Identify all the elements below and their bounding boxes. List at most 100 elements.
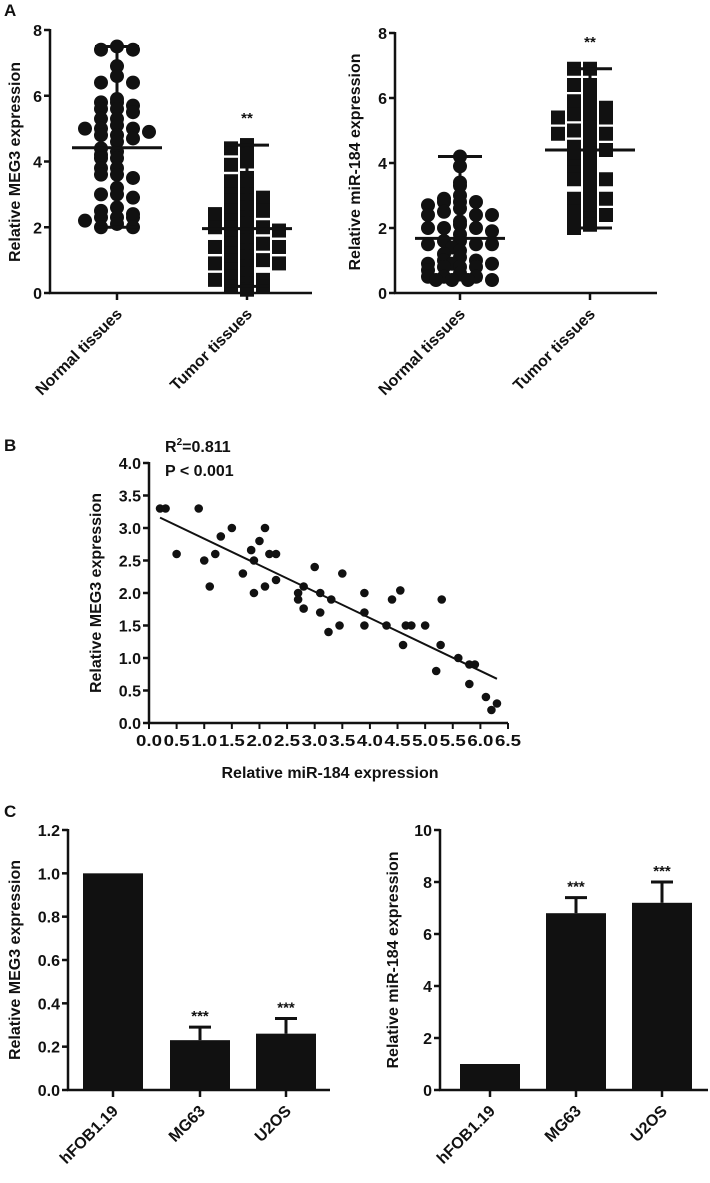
data-point [429,273,443,287]
y-tick-label: 0.0 [38,1083,60,1100]
y-tick-label: 4 [423,979,432,996]
data-point [567,123,581,138]
data-point [421,198,435,213]
data-point [485,224,499,239]
data-point [293,595,303,604]
data-point [437,221,451,235]
y-tick-label: 6 [423,927,432,944]
data-point [599,110,613,125]
data-point [485,273,499,287]
data-point [126,75,140,90]
panel-label-b: B [4,436,16,455]
x-tick-label: Tumor tissues [167,306,256,395]
x-tick-label: U2OS [628,1103,671,1146]
data-point [492,699,502,708]
y-tick-label: 1.0 [119,651,141,668]
data-point [172,549,181,559]
data-point [94,128,108,143]
y-axis-label: Relative miR-184 expression [385,852,402,1069]
data-point [437,204,451,219]
data-point [265,549,274,559]
data-point [567,172,581,187]
data-point [78,213,92,228]
significance-label: *** [191,1008,209,1025]
x-tick-label: 3.0 [302,733,328,750]
data-point [224,174,238,189]
data-point [469,260,483,274]
chart-meg3-tissues: Relative MEG3 expression 0 2 4 6 8 Normal tis… [7,23,312,399]
y-tick-label: 8 [33,23,42,40]
y-tick-label: 0.4 [38,996,60,1013]
data-point [227,523,237,533]
data-point [126,121,140,136]
data-point [256,190,270,205]
y-tick-label: 0.8 [38,910,60,927]
data-point [126,42,140,57]
significance-label: ** [584,34,596,51]
data-point [315,608,325,617]
data-point [208,239,222,254]
data-point [238,569,248,578]
y-tick-label: 10 [414,823,432,840]
x-tick-label: 4.0 [357,733,383,750]
data-point [437,195,451,209]
y-tick-label: 4 [33,155,42,172]
data-point [224,141,238,156]
y-tick-label: 6 [33,89,42,106]
data-point [272,223,286,238]
y-tick-label: 8 [378,26,387,43]
data-point [249,588,259,598]
bar [632,902,692,1090]
data-point [421,208,435,222]
data-point [126,105,140,120]
data-point [142,124,156,139]
y-axis-label: Relative MEG3 expression [7,62,24,262]
x-tick-label: 5.5 [440,733,466,750]
bar [460,1064,520,1090]
data-point [599,172,613,187]
data-point [567,78,581,92]
y-axis-label: Relative miR-184 expression [347,54,364,271]
data-point [208,207,222,222]
data-point [94,75,108,90]
r-squared-annotation: R2=0.811 [165,437,231,456]
y-tick-label: 8 [423,875,432,892]
data-point [465,679,474,689]
data-point [396,586,405,595]
data-point [272,256,286,271]
data-point [126,131,140,146]
x-tick-label: MG63 [542,1103,585,1146]
data-point [421,221,435,235]
data-point [271,549,281,559]
bar [256,1033,316,1090]
data-point [256,236,270,251]
x-tick-label: 6.0 [467,733,493,750]
y-tick-label: 0 [423,1083,432,1100]
y-tick-label: 0 [33,286,42,303]
data-point [360,621,369,630]
data-point [271,575,281,585]
data-point [407,621,416,630]
x-tick-label: 3.5 [329,733,355,750]
panel-label-a: A [4,1,16,20]
data-point [420,621,430,630]
chart-meg3-cells: Relative MEG3 expression 0.0 0.2 0.4 0.6 0.8… [7,823,330,1168]
y-tick-label: 4 [378,156,387,173]
y-tick-label: 0.5 [119,684,141,701]
data-point [208,256,222,271]
data-point [567,191,581,206]
data-point [599,208,613,222]
data-point [437,595,447,604]
data-point [260,523,270,533]
x-tick-label: 5.0 [412,733,438,750]
data-point [194,504,204,513]
y-tick-label: 2.0 [119,586,141,603]
significance-label: ** [241,110,253,127]
data-point [487,705,496,715]
data-point [398,640,408,650]
data-point [94,42,108,57]
y-tick-label: 0.6 [38,953,60,970]
y-tick-label: 1.5 [119,619,141,636]
data-point [94,167,108,182]
data-point [255,536,264,546]
